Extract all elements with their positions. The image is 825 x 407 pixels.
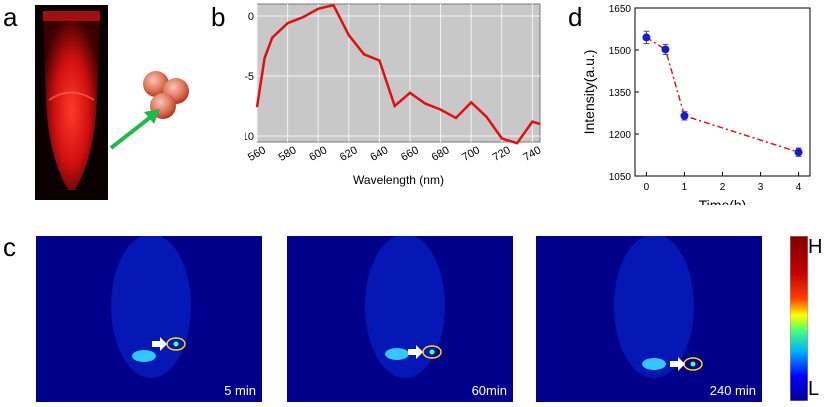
x-tick-label: 600: [307, 144, 329, 164]
time-caption: 240 min: [709, 383, 756, 398]
x-tick-label: 4: [796, 182, 802, 193]
panel-label-b: b: [211, 2, 226, 32]
colorbar-high-label: H: [808, 236, 823, 258]
tube-photo: [35, 5, 108, 200]
spectrum-chart: 0 -5 -10560 580 600 620 640 660 680 700 720 740 Wave…: [245, 3, 543, 187]
mouse-scan-image: [287, 234, 513, 402]
x-tick-label: 700: [460, 144, 482, 164]
time-caption: 60min: [471, 383, 507, 398]
plot-area: [256, 3, 541, 143]
x-tick-label: 580: [277, 144, 299, 164]
x-tick-label: 1: [682, 182, 688, 193]
x-tick-label: 0: [644, 182, 650, 193]
y-axis-label: Intensity(a.u.): [581, 50, 597, 135]
plot-frame: [634, 7, 811, 177]
y-tick-label: 1200: [609, 130, 632, 141]
imaging-frame-2: 60min: [287, 234, 513, 402]
y-tick-label: -5: [245, 71, 254, 83]
x-axis-label: Wavelength (nm): [353, 173, 444, 187]
panel-label-d: d: [568, 2, 583, 32]
panel-label-a: a: [3, 2, 18, 32]
y-tick-label: 1350: [609, 88, 632, 99]
colorbar: [790, 236, 808, 401]
x-tick-label: 3: [758, 182, 764, 193]
y-tick-label: 0: [248, 11, 254, 23]
x-tick-label: 740: [521, 144, 543, 164]
y-tick-label: 1050: [609, 172, 632, 183]
y-tick-label: 1500: [609, 46, 632, 57]
arrow-icon: [109, 109, 160, 150]
x-tick-label: 2: [720, 182, 726, 193]
time-caption: 5 min: [224, 383, 256, 398]
mouse-scan-image: [536, 234, 762, 402]
imaging-frame-3: 240 min: [536, 234, 762, 402]
x-tick-label: 680: [430, 144, 452, 164]
x-axis-label: Time(h): [699, 197, 747, 205]
intensity-series-line: [645, 36, 799, 153]
spectrum-series-line: [255, 3, 541, 145]
intensity-chart: 1050 1200 1350 1500 1650 0 1 2 3 4 Time(h) Intensit…: [581, 4, 811, 205]
data-point: [661, 45, 670, 54]
colorbar-low-label: L: [808, 378, 820, 400]
data-point: [680, 111, 689, 120]
mouse-scan-image: [36, 234, 262, 402]
y-tick-label: -10: [245, 131, 254, 143]
data-point: [794, 148, 803, 157]
y-tick-label: 1650: [609, 4, 632, 15]
data-point: [642, 33, 651, 42]
imaging-frame-1: 5 min: [36, 234, 262, 402]
x-tick-label: 640: [368, 144, 390, 164]
panel-label-c: c: [3, 232, 16, 262]
x-tick-label: 720: [491, 144, 513, 164]
x-tick-label: 660: [399, 144, 421, 164]
x-tick-label: 560: [246, 144, 268, 164]
x-tick-label: 620: [338, 144, 360, 164]
